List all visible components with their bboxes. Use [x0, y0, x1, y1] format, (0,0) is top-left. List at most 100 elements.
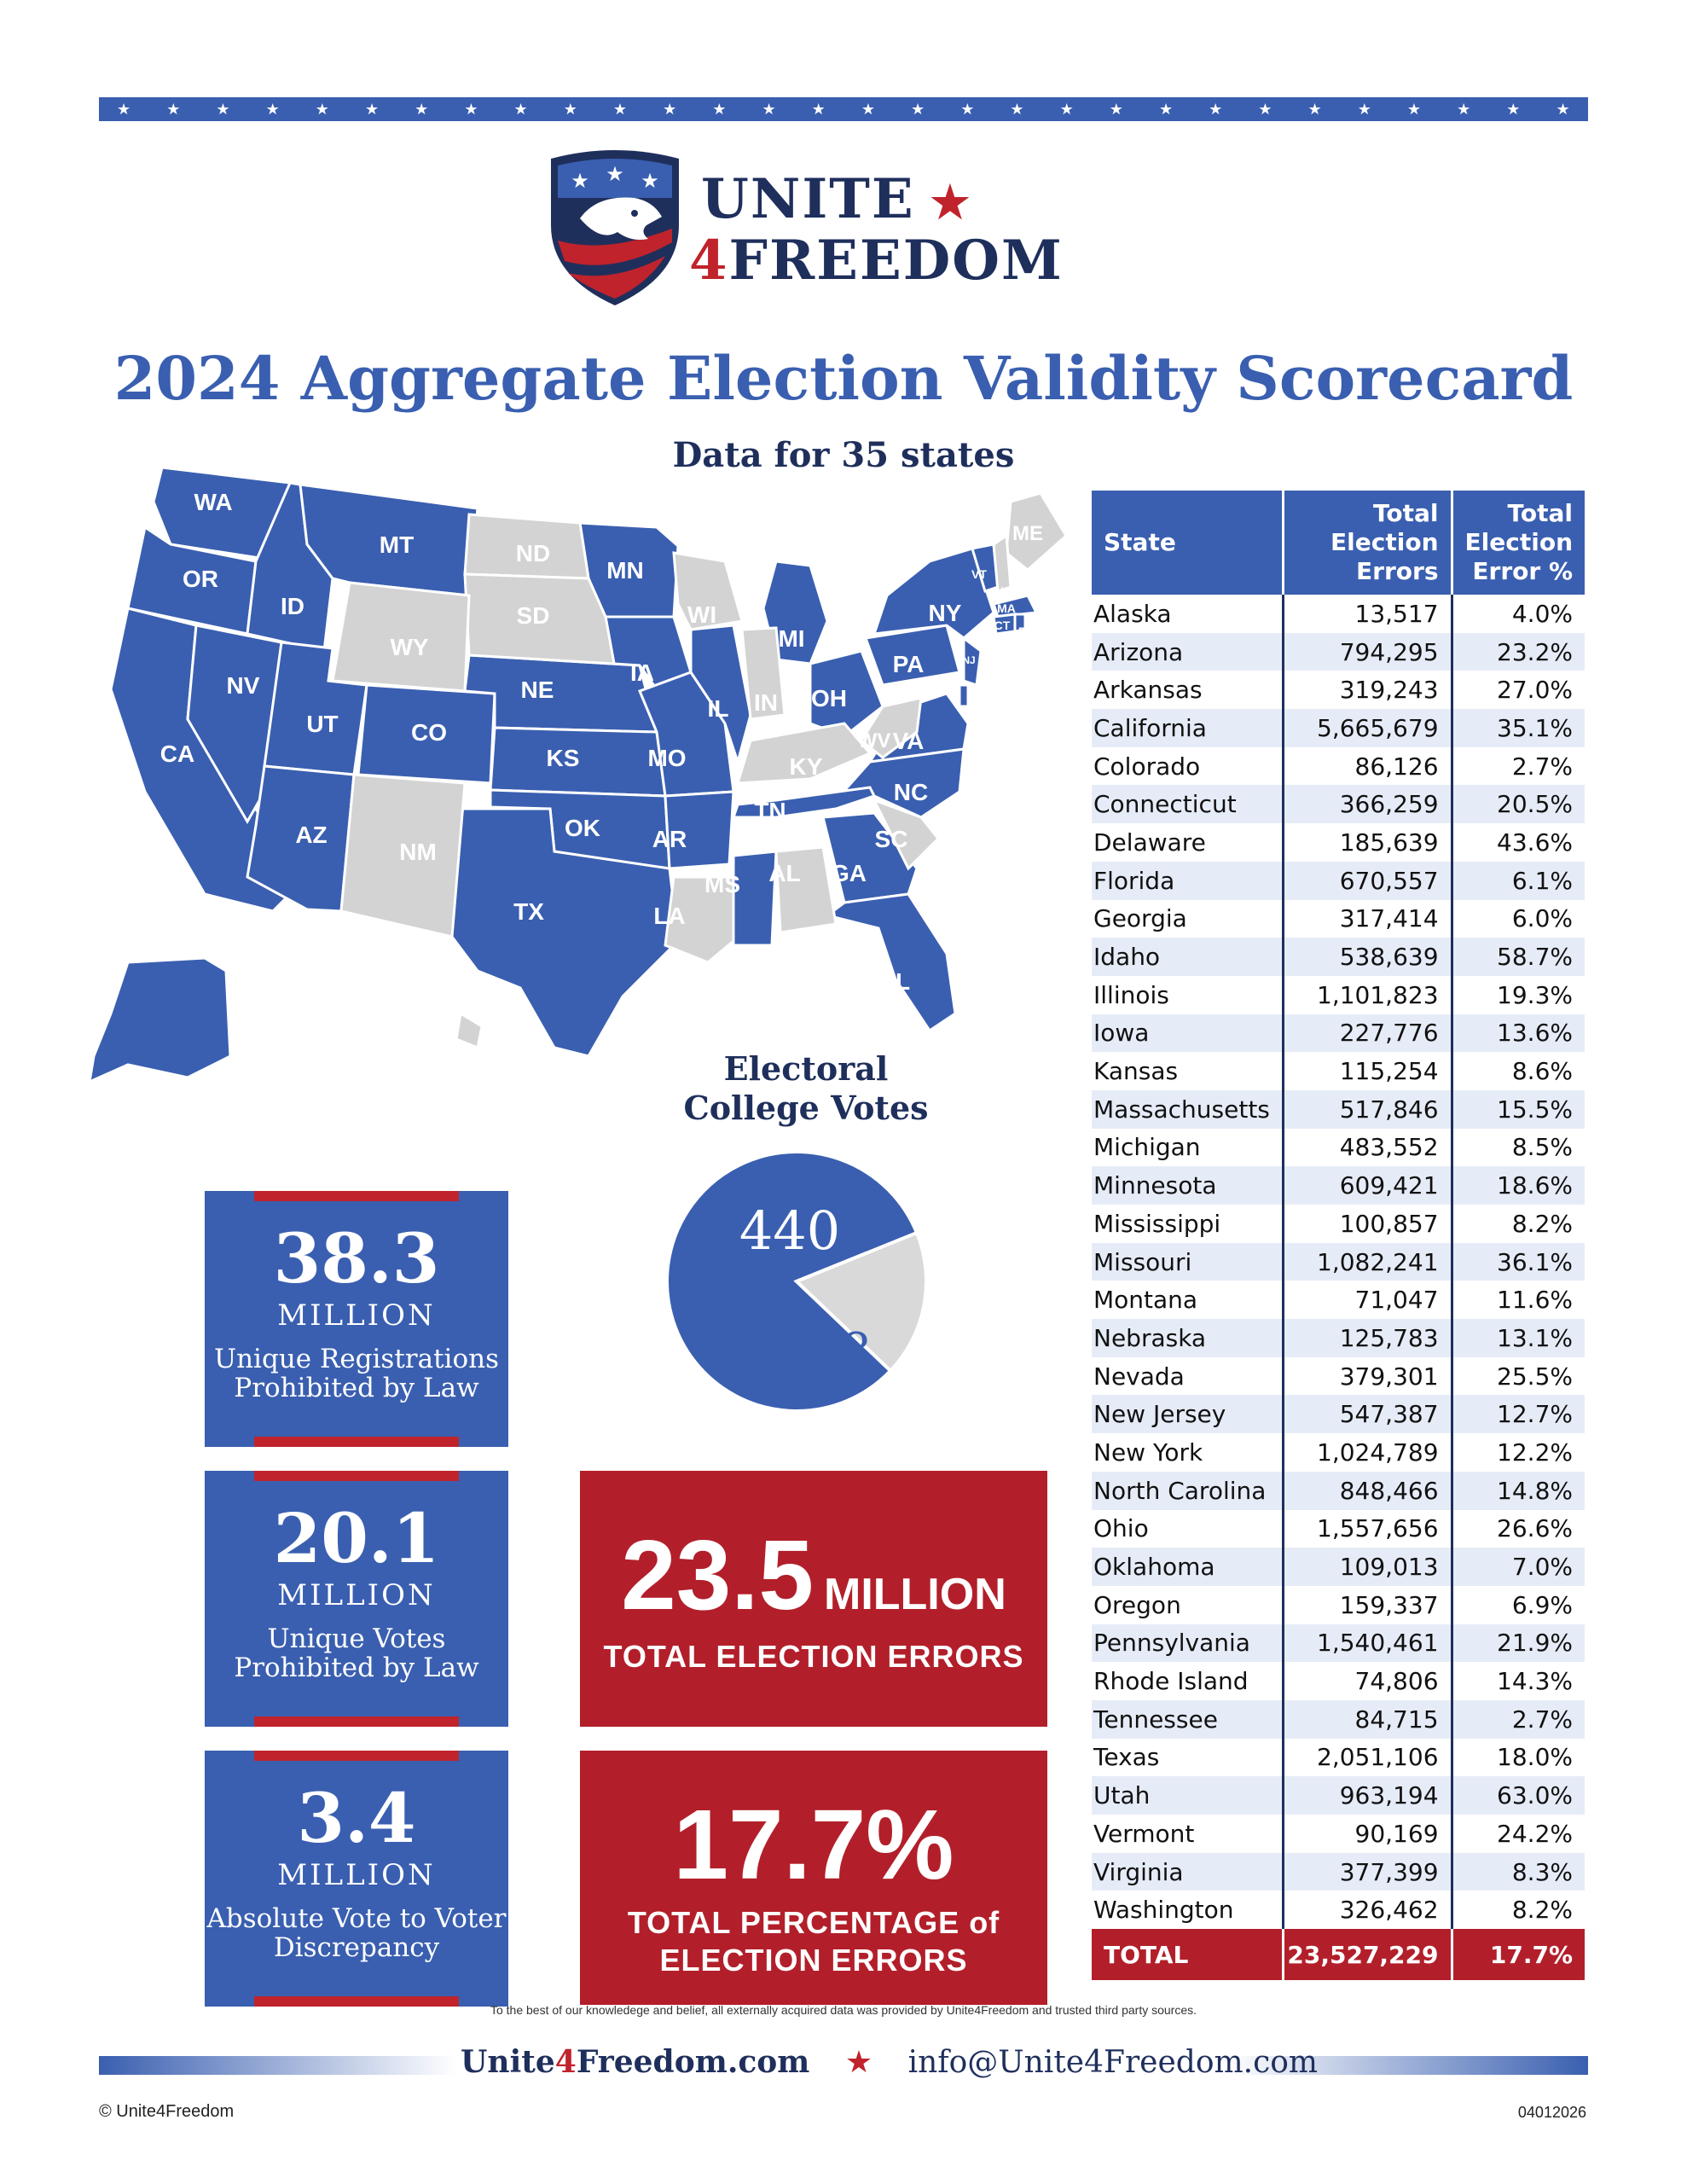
table-row: Arkansas 319,243 27.0% — [1092, 671, 1585, 710]
table-row: Virginia 377,399 8.3% — [1092, 1852, 1585, 1891]
electoral-pie-chart: 440 98 — [665, 1150, 928, 1413]
cell-pct: 24.2% — [1450, 1815, 1585, 1853]
state-ar — [664, 790, 735, 870]
pie-slice-with-data — [665, 1150, 919, 1413]
disclaimer: To the best of our knowledege and belief… — [490, 2003, 1197, 2017]
table-row: Pennsylvania 1,540,461 21.9% — [1092, 1623, 1585, 1663]
cell-pct: 35.1% — [1450, 709, 1585, 747]
website-link[interactable]: Unite4Freedom.com — [461, 2044, 809, 2080]
table-row: Alaska 13,517 4.0% — [1092, 595, 1585, 633]
map-label: IA — [630, 659, 654, 686]
cell-state: Pennsylvania — [1092, 1623, 1284, 1663]
table-row: Washington 326,462 8.2% — [1092, 1891, 1585, 1930]
table-header-row: State Total Election Errors Total Electi… — [1092, 491, 1585, 595]
map-label: MA — [997, 601, 1016, 615]
star-icon: ★ — [1010, 101, 1024, 118]
star-icon: ★ — [960, 101, 975, 118]
page-title: 2024 Aggregate Election Validity Scoreca… — [113, 343, 1574, 414]
copyright: © Unite4Freedom — [99, 2102, 235, 2121]
cell-pct: 21.9% — [1450, 1623, 1585, 1663]
stat-bar-top — [254, 1471, 459, 1481]
stat-box-registrations: 38.3 MILLION Unique Registrations Prohib… — [205, 1191, 508, 1447]
stat-bar-bottom — [254, 1996, 459, 2007]
cell-pct: 8.2% — [1450, 1205, 1585, 1243]
map-label: WY — [390, 634, 428, 660]
pie-slice-without-data — [793, 1230, 928, 1374]
cell-pct: 36.1% — [1450, 1242, 1585, 1281]
table-row: New York 1,024,789 12.2% — [1092, 1433, 1585, 1472]
state-al — [774, 845, 838, 934]
table-row: Illinois 1,101,823 19.3% — [1092, 975, 1585, 1014]
cell-errors: 609,421 — [1282, 1166, 1452, 1205]
star-icon: ★ — [415, 101, 429, 118]
header-errors-line2: Election — [1330, 528, 1439, 556]
cell-pct: 8.2% — [1450, 1891, 1585, 1930]
header-pct: Total Election Error % — [1450, 491, 1585, 595]
total-errors-headline: 23.5 MILLION — [580, 1524, 1047, 1626]
star-icon: ★ — [1556, 101, 1570, 118]
map-label: CT — [994, 619, 1011, 632]
map-label: WV — [858, 729, 891, 752]
cell-state: Massachusetts — [1092, 1089, 1284, 1129]
cell-state: Colorado — [1093, 752, 1201, 781]
star-icon: ★ — [612, 101, 628, 118]
cell-state: Illinois — [1093, 980, 1169, 1009]
table-row: Rhode Island 74,806 14.3% — [1092, 1662, 1585, 1700]
map-label: KY — [790, 753, 823, 780]
state-in — [740, 626, 786, 721]
table-row: Florida 670,557 6.1% — [1092, 861, 1585, 900]
table-row: Nevada 379,301 25.5% — [1092, 1356, 1585, 1396]
svg-text:★: ★ — [571, 170, 589, 193]
map-label: NV — [227, 672, 260, 699]
cell-state: Georgia — [1093, 904, 1187, 933]
state-nj — [962, 636, 983, 688]
cell-pct: 18.6% — [1450, 1166, 1585, 1205]
cell-errors: 377,399 — [1282, 1852, 1452, 1891]
cell-pct: 12.2% — [1450, 1433, 1585, 1472]
map-label: PA — [893, 651, 925, 677]
state-sd — [463, 572, 616, 665]
stat-bar-bottom — [254, 1716, 459, 1727]
brand-freedom: FREEDOM — [728, 229, 1064, 293]
star-icon: ★ — [1209, 101, 1223, 118]
state-wa — [152, 468, 292, 563]
map-label: WA — [194, 489, 232, 515]
cell-state: Michigan — [1093, 1133, 1201, 1162]
table-row: Michigan 483,552 8.5% — [1092, 1128, 1585, 1167]
cell-state: Vermont — [1093, 1819, 1195, 1848]
total-percentage-label-line2: ELECTION ERRORS — [659, 1943, 968, 1978]
cell-errors: 1,101,823 — [1282, 975, 1452, 1014]
stat-unit: MILLION — [277, 1298, 436, 1333]
cell-state: California — [1092, 709, 1284, 747]
state-de — [958, 683, 970, 708]
brand-line2: 4FREEDOM — [689, 229, 1064, 293]
state-ny — [872, 547, 995, 640]
header-pct-line3: Error % — [1472, 557, 1573, 585]
brand-star-icon: ★ — [930, 177, 972, 229]
page-subtitle: Data for 35 states — [672, 435, 1015, 475]
cell-state: New York — [1093, 1438, 1203, 1467]
email-link[interactable]: info@Unite4Freedom.com — [907, 2045, 1319, 2080]
cell-pct: 8.5% — [1450, 1128, 1585, 1167]
star-icon: ★ — [1158, 101, 1174, 118]
table-body: Alaska 13,517 4.0% Arizona 794,295 23.2% Arkan… — [1092, 595, 1585, 1981]
map-label: ID — [281, 593, 304, 619]
footer-star-icon: ★ — [844, 2045, 873, 2080]
table-row: Minnesota 609,421 18.6% — [1092, 1166, 1585, 1205]
cell-state: Ohio — [1093, 1514, 1149, 1543]
star-icon: ★ — [563, 101, 577, 118]
stat-desc-line2: Prohibited by Law — [234, 1653, 479, 1683]
stat-bar-top — [254, 1751, 459, 1761]
cell-state: Delaware — [1093, 828, 1206, 857]
brand-line1: UNITE ★ — [701, 167, 971, 231]
star-icon: ★ — [315, 101, 329, 118]
star-icon: ★ — [1506, 101, 1521, 118]
total-pct: 17.7% — [1450, 1929, 1585, 1981]
map-label: AL — [768, 860, 800, 886]
stat-desc-line1: Unique Registrations — [213, 1344, 500, 1374]
cell-errors: 84,715 — [1282, 1699, 1452, 1739]
cell-errors: 159,337 — [1282, 1585, 1452, 1624]
cell-errors: 517,846 — [1282, 1089, 1452, 1129]
state-sc — [871, 798, 941, 871]
map-label: NH — [995, 584, 1012, 598]
